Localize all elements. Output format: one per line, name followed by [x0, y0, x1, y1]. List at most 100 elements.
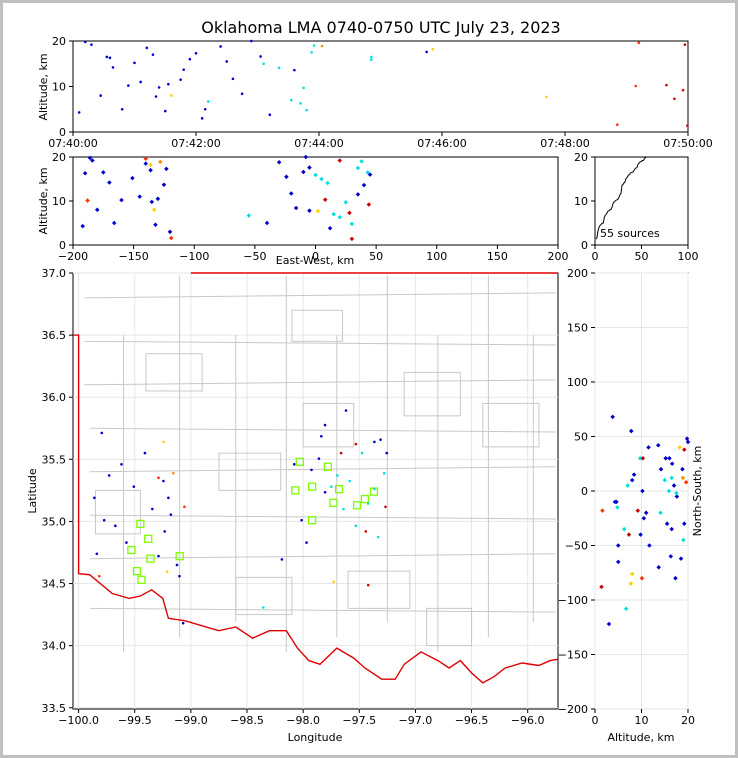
north-south-tick-label: −200	[558, 703, 588, 716]
lma-station	[127, 545, 136, 555]
north-south-source	[647, 543, 652, 548]
east-west-source	[151, 207, 157, 213]
time-altitude-source	[277, 66, 281, 70]
time-altitude-axis-tick-label: 20	[52, 35, 66, 48]
county-boundary	[89, 466, 556, 473]
time-altitude-source	[431, 47, 435, 51]
east-west-source	[264, 220, 270, 226]
east-west-source	[337, 215, 343, 220]
plan-view-source	[323, 423, 327, 427]
plan-view-source	[183, 505, 186, 509]
plan-view-source	[172, 471, 175, 475]
county-boundary	[84, 340, 556, 346]
figure: Oklahoma LMA 0740-0750 UTC July 23, 2023…	[3, 3, 735, 755]
histogram-x-axis-tick-label: 100	[678, 250, 699, 263]
time-altitude-source	[250, 39, 253, 43]
time-altitude-source	[139, 80, 142, 84]
north-south-source	[639, 575, 645, 581]
longitude-tick-label: −99.5	[118, 714, 152, 727]
time-altitude-source	[219, 45, 222, 48]
time-axis-tick-label: 07:48:00	[540, 137, 589, 150]
north-south-source	[678, 556, 684, 561]
east-west-source	[158, 159, 163, 165]
plan-view-source	[384, 505, 387, 509]
lma-station	[137, 575, 146, 584]
north-south-source	[631, 472, 637, 477]
east-west-axis-tick-label: 150	[487, 250, 508, 263]
plan-view-source	[100, 431, 104, 435]
lma-station	[329, 498, 338, 507]
plan-view-ylabel: Latitude	[26, 468, 39, 514]
east-west-source	[347, 210, 352, 216]
time-altitude-axis-tick-label: 0	[59, 126, 66, 139]
oklahoma-county-map	[73, 272, 559, 684]
east-west-source	[149, 199, 155, 205]
plan-view-source	[167, 496, 170, 500]
time-altitude-source	[77, 111, 81, 114]
time-altitude-source	[133, 61, 136, 65]
north-south-source	[646, 445, 651, 450]
longitude-tick-label: −96.5	[455, 714, 489, 727]
plan-view-source	[336, 474, 339, 477]
county-boundary	[94, 489, 141, 535]
north-south-source	[606, 621, 612, 627]
lma-station	[175, 552, 184, 561]
east-west-source	[119, 197, 124, 203]
county-boundary	[302, 402, 355, 448]
north-south-source	[673, 575, 678, 581]
histogram-y-axis-tick-label: 0	[581, 239, 588, 252]
time-altitude-source	[299, 102, 302, 105]
time-altitude-source	[302, 86, 305, 90]
county-boundary	[84, 292, 556, 299]
east-west-altitude-ylabel: Altitude, km	[37, 167, 50, 234]
county-boundary	[84, 379, 556, 386]
east-west-source	[87, 155, 93, 161]
time-altitude-axis-tick-label: 10	[52, 81, 66, 94]
north-south-source	[629, 477, 635, 483]
lma-figure: Oklahoma LMA 0740-0750 UTC July 23, 2023…	[26, 18, 713, 744]
county-boundary	[426, 607, 473, 647]
latitude-tick-label: 37.0	[42, 267, 67, 280]
plan-view-source	[114, 524, 117, 528]
north-south-source	[600, 508, 605, 513]
north-south-source	[669, 461, 675, 467]
north-south-source	[640, 456, 646, 461]
north-south-source	[655, 442, 661, 448]
plan-view-source	[354, 524, 358, 528]
lma-station	[146, 554, 155, 563]
plan-view-source	[354, 442, 358, 446]
east-west-source	[161, 182, 167, 187]
time-altitude-source	[681, 88, 685, 92]
north-south-source	[641, 515, 647, 521]
time-altitude-source	[90, 43, 93, 46]
north-south-source	[677, 445, 682, 450]
latitude-tick-label: 36.0	[42, 391, 67, 404]
time-altitude-source	[84, 40, 87, 44]
plan-view-source	[181, 621, 185, 625]
histogram-y-axis-tick-label: 10	[574, 195, 588, 208]
time-axis-tick-label: 07:46:00	[417, 137, 466, 150]
time-altitude-source	[163, 109, 167, 113]
plan-view-source	[339, 451, 343, 455]
plan-view-source	[120, 462, 123, 466]
longitude-tick-label: −96.0	[511, 714, 545, 727]
north-south-tick-label: 150	[567, 322, 588, 335]
north-south-source	[669, 526, 674, 532]
time-altitude-source	[262, 62, 265, 66]
east-west-source	[137, 194, 142, 199]
time-altitude-source	[320, 44, 324, 48]
time-altitude-source	[240, 92, 244, 96]
north-south-source	[615, 559, 621, 565]
east-west-source	[327, 226, 333, 231]
north-south-source	[674, 490, 679, 496]
north-south-source	[615, 543, 621, 548]
north-south-source	[669, 475, 674, 481]
north-south-altitude-axis-tick-label: 0	[592, 714, 599, 727]
plan-view-source	[125, 541, 128, 544]
east-west-altitude-axis-tick-label: 20	[52, 151, 66, 164]
north-south-source	[643, 510, 649, 516]
time-altitude-source	[425, 50, 428, 54]
east-west-axis-tick-label: 100	[426, 250, 447, 263]
east-west-source	[168, 235, 174, 241]
plan-view-source	[93, 496, 96, 500]
